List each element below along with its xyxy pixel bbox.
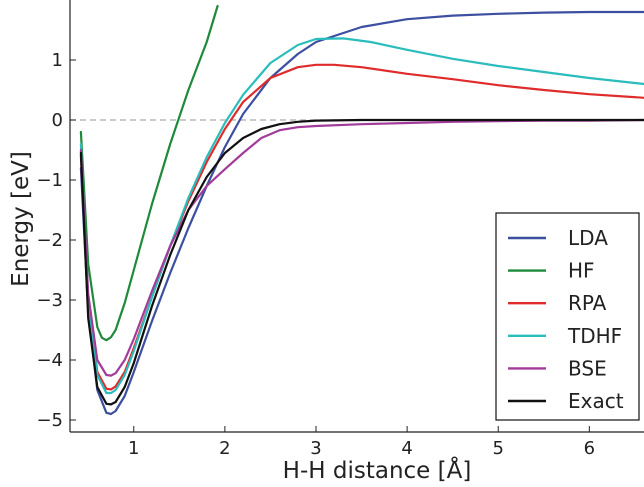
- x-tick-label: 4: [401, 438, 412, 459]
- legend-label-bse: BSE: [568, 356, 607, 380]
- y-tick-label: 0: [52, 110, 63, 131]
- legend-label-lda: LDA: [568, 226, 608, 250]
- legend-label-rpa: RPA: [568, 291, 607, 315]
- legend: LDA HF RPA TDHF BSE Exact: [495, 212, 640, 421]
- x-axis-label: H-H distance [Å]: [283, 456, 472, 484]
- x-tick-label: 6: [584, 438, 595, 459]
- y-axis-label: Energy [eV]: [8, 151, 34, 287]
- legend-box: [495, 212, 640, 421]
- legend-label-tdhf: TDHF: [567, 324, 622, 348]
- series-line-tdhf: [79, 37, 644, 395]
- plot-area: [70, 4, 644, 416]
- y-tick-label: −3: [36, 290, 63, 311]
- x-tick-label: 5: [492, 438, 503, 459]
- y-tick-label: −2: [36, 230, 63, 251]
- series-line-bse: [79, 118, 644, 377]
- x-tick-label: 3: [310, 438, 321, 459]
- series-layer: [79, 4, 644, 416]
- series-line-rpa: [79, 63, 644, 391]
- y-tick-label: −1: [36, 170, 63, 191]
- y-tick-label: 1: [52, 50, 63, 71]
- series-line-exact: [79, 118, 644, 406]
- legend-label-exact: Exact: [568, 389, 624, 413]
- x-tick-label: 1: [128, 438, 139, 459]
- series-line-hf: [79, 4, 219, 342]
- legend-label-hf: HF: [568, 259, 595, 283]
- ticks: 1 2 3 4 5 6 1 0 −1 −2 −3 −4 −5: [36, 50, 595, 459]
- y-tick-label: −4: [36, 350, 63, 371]
- y-tick-label: −5: [36, 410, 63, 431]
- x-tick-label: 2: [219, 438, 230, 459]
